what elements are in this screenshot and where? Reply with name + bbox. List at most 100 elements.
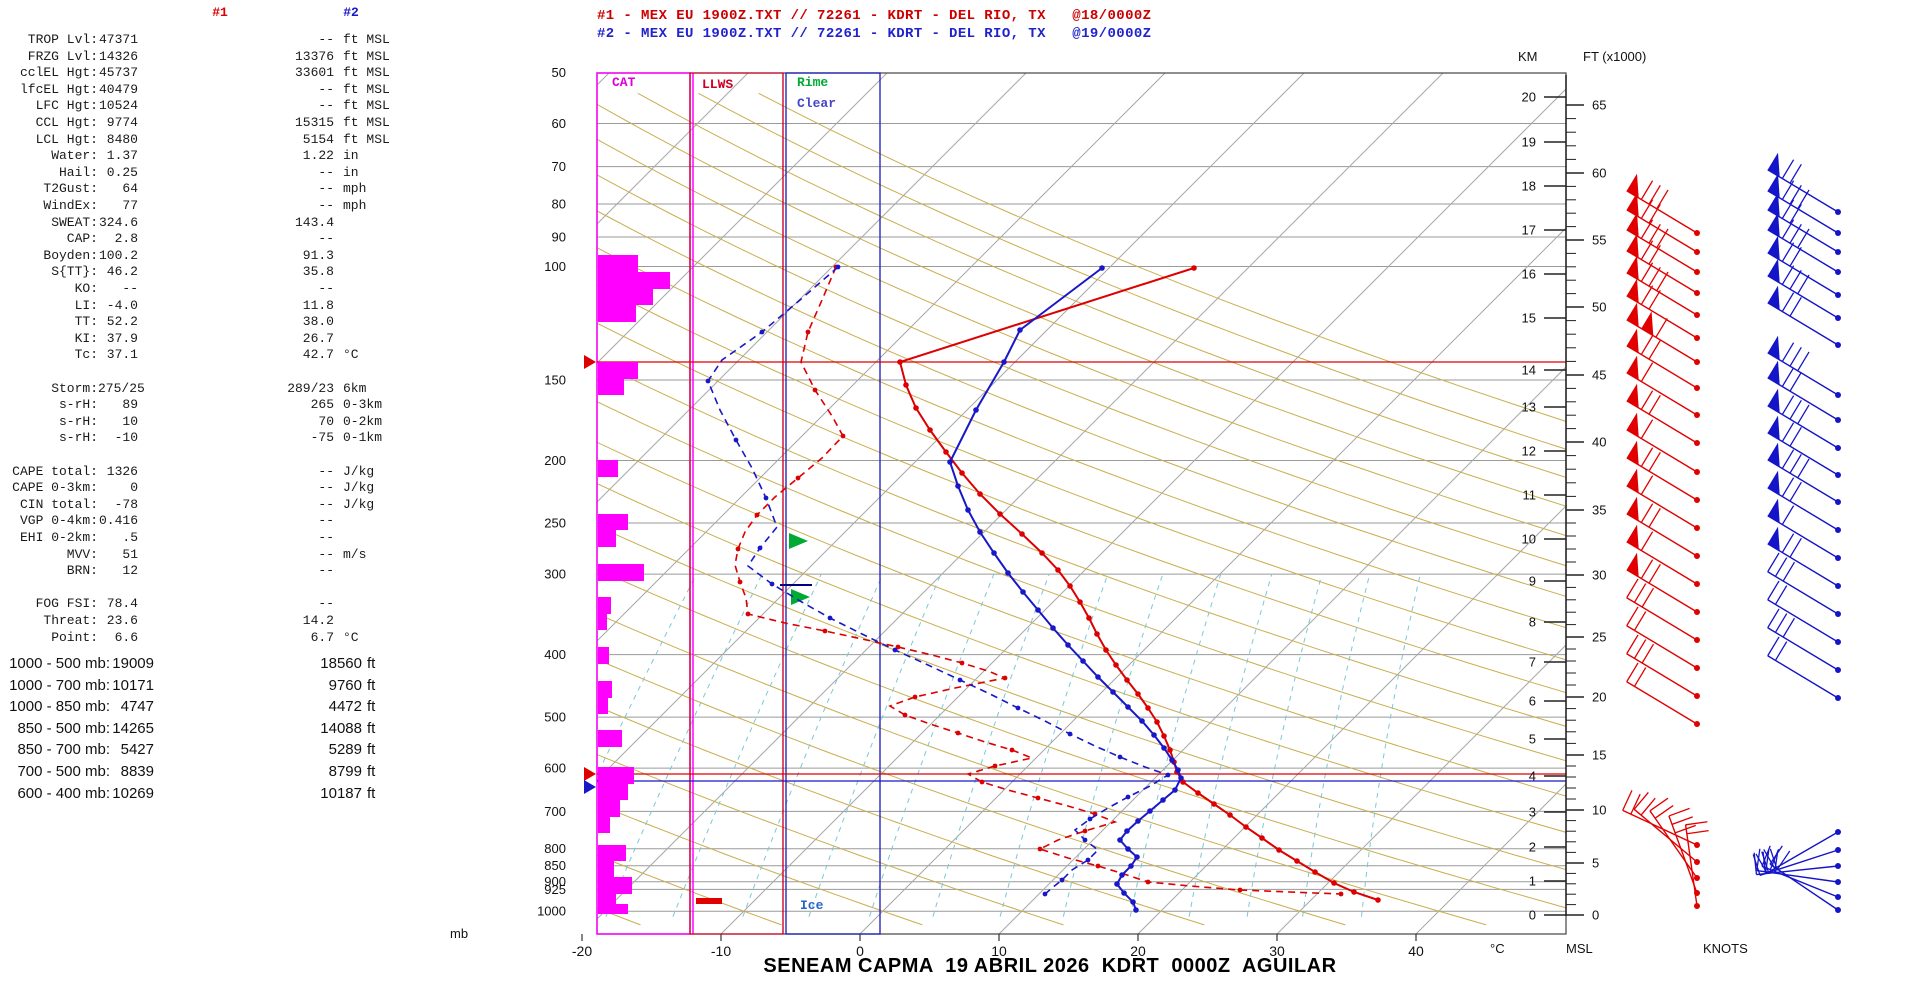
wind-barb-station-dot [1694,609,1700,615]
wind-barb-staff [1626,429,1698,473]
wind-barb-station-dot [1835,527,1841,533]
wind-barb-tick [1789,246,1802,267]
parameter-lbl: Hail: [58,164,98,180]
wind-barb-station-dot [1835,269,1841,275]
parameter-row: LFC Hgt:10524 -- ft MSL [0,97,453,114]
wind-barb-station-dot [1835,847,1841,853]
parameter-v2: 33601 [294,65,334,81]
parameter-v1: 324.6 [98,214,138,230]
parameter-v2: 5154 [302,131,334,147]
parameter-un: ft MSL [343,115,390,130]
wind-barb-flag [1626,302,1639,327]
wind-barb-tick [1797,458,1810,479]
wind-barb-tick [1773,851,1779,874]
wind-barb-tick [1648,223,1661,244]
parameter-lbl: cclEL Hgt: [19,65,98,81]
wind-barb-flag [1767,498,1780,523]
parameter-v1: 6.6 [114,629,138,645]
parameter-row: Water: 1.37 1.22 in [0,147,453,164]
wind-barb-tick [1640,390,1654,410]
thickness-row: 850 - 500 mb: 14265 14088 ft [0,718,407,739]
parameter-v1: 37.1 [106,347,138,363]
parameter-v1: 78.4 [106,596,138,612]
thickness-v1: 8839 [120,763,154,780]
parameter-v1: 12 [122,563,138,579]
parameter-lbl: Water: [51,148,98,164]
parameter-v1: -- [122,281,138,296]
wind-barb-staff [1668,815,1698,894]
parameter-lbl: VGP 0-4km: [19,513,98,529]
trace-dewpoint-1 [734,264,1344,897]
wind-barb-tick [1685,821,1708,826]
wind-barb-tick [1781,159,1795,179]
parameter-row: EHI 0-2km: .5 -- [0,529,453,546]
trace-temperature-1 [897,265,1381,903]
temp-tick-label: -10 [711,943,731,959]
wind-barb-station-dot [1694,230,1700,236]
turbulence-bar [598,681,612,698]
thickness-v1: 4747 [120,698,154,716]
wind-barb-tick [1648,451,1661,472]
wind-barb-staff [1767,229,1839,273]
wind-barb-tick [1767,552,1780,573]
wind-barb-tick [1767,580,1780,601]
wind-barb-tick [1789,537,1802,558]
parameter-v2: 70 [318,413,334,429]
pressure-tick-label: 900 [544,874,566,889]
km-tick-label: 10 [1522,532,1536,547]
parameter-v1: .5 [122,530,138,545]
parameter-lbl: CCL Hgt: [35,115,98,130]
thickness-v2: 10187 [320,784,362,802]
thickness-lbl: 1000 - 500 mb: [9,655,110,672]
wind-barb-tick [1789,346,1802,367]
wind-barb-flag [1767,173,1780,198]
wind-barb-staff [1626,625,1698,669]
dry-adiabats [597,92,1566,926]
parameter-un: J/kg [343,480,375,496]
wind-barb-station-dot [1835,695,1841,701]
wind-barb-staff [1633,808,1698,863]
parameter-v2: 91.3 [302,247,334,263]
parameter-lbl: T2Gust: [43,181,98,197]
wind-barb-tick [1776,850,1791,870]
wind-barb-tick [1774,585,1788,605]
parameter-v2: 14.2 [302,613,334,628]
wind-barb-flag [1626,440,1639,465]
wind-barb-station-dot [1694,581,1700,587]
wind-barb-station-dot [1694,469,1700,475]
thickness-v2: 4472 [328,698,362,716]
wind-barb-station-dot [1835,667,1841,673]
pressure-tick-label: 400 [544,647,566,662]
wind-barb-staff [1626,457,1698,501]
km-tick-label: 8 [1529,615,1536,630]
wind-barb-station-dot [1694,249,1700,255]
parameter-v2: 11.8 [302,297,334,313]
wind-barb-staff [1756,869,1839,883]
parameter-row: Boyden:100.2 91.3 [0,247,453,264]
wind-barb-staff [1767,169,1839,213]
km-tick-label: 7 [1529,655,1536,670]
wind-barb-staff [1626,541,1698,585]
wind-barb-tick [1626,634,1639,655]
parameter-un: ft MSL [343,131,390,147]
wind-barb-staff [1767,275,1839,319]
wind-barb-tick [1626,662,1639,683]
wind-barb-tick [1686,830,1709,835]
wind-barb-flag [1626,355,1639,380]
parameter-v2: -- [318,281,334,296]
parameter-lbl: TROP Lvl: [27,32,98,47]
wind-barb-tick [1640,475,1654,495]
wind-barb-tick [1630,793,1641,815]
wind-barb-tick [1781,505,1795,525]
parameter-lbl: Threat: [43,613,98,628]
knots-axis-label: KNOTS [1703,941,1748,956]
wind-barb-tick [1781,422,1795,442]
thickness-v2: 5289 [328,741,362,759]
wind-barb-flag [1767,152,1780,177]
wind-barb-tick [1656,189,1669,210]
level-marker-triangle [584,355,596,369]
ft-tick-label: 60 [1592,166,1606,181]
parameter-v2: -- [318,563,334,579]
wind-barb-tick [1767,608,1780,629]
parameter-v2: 265 [310,397,334,413]
